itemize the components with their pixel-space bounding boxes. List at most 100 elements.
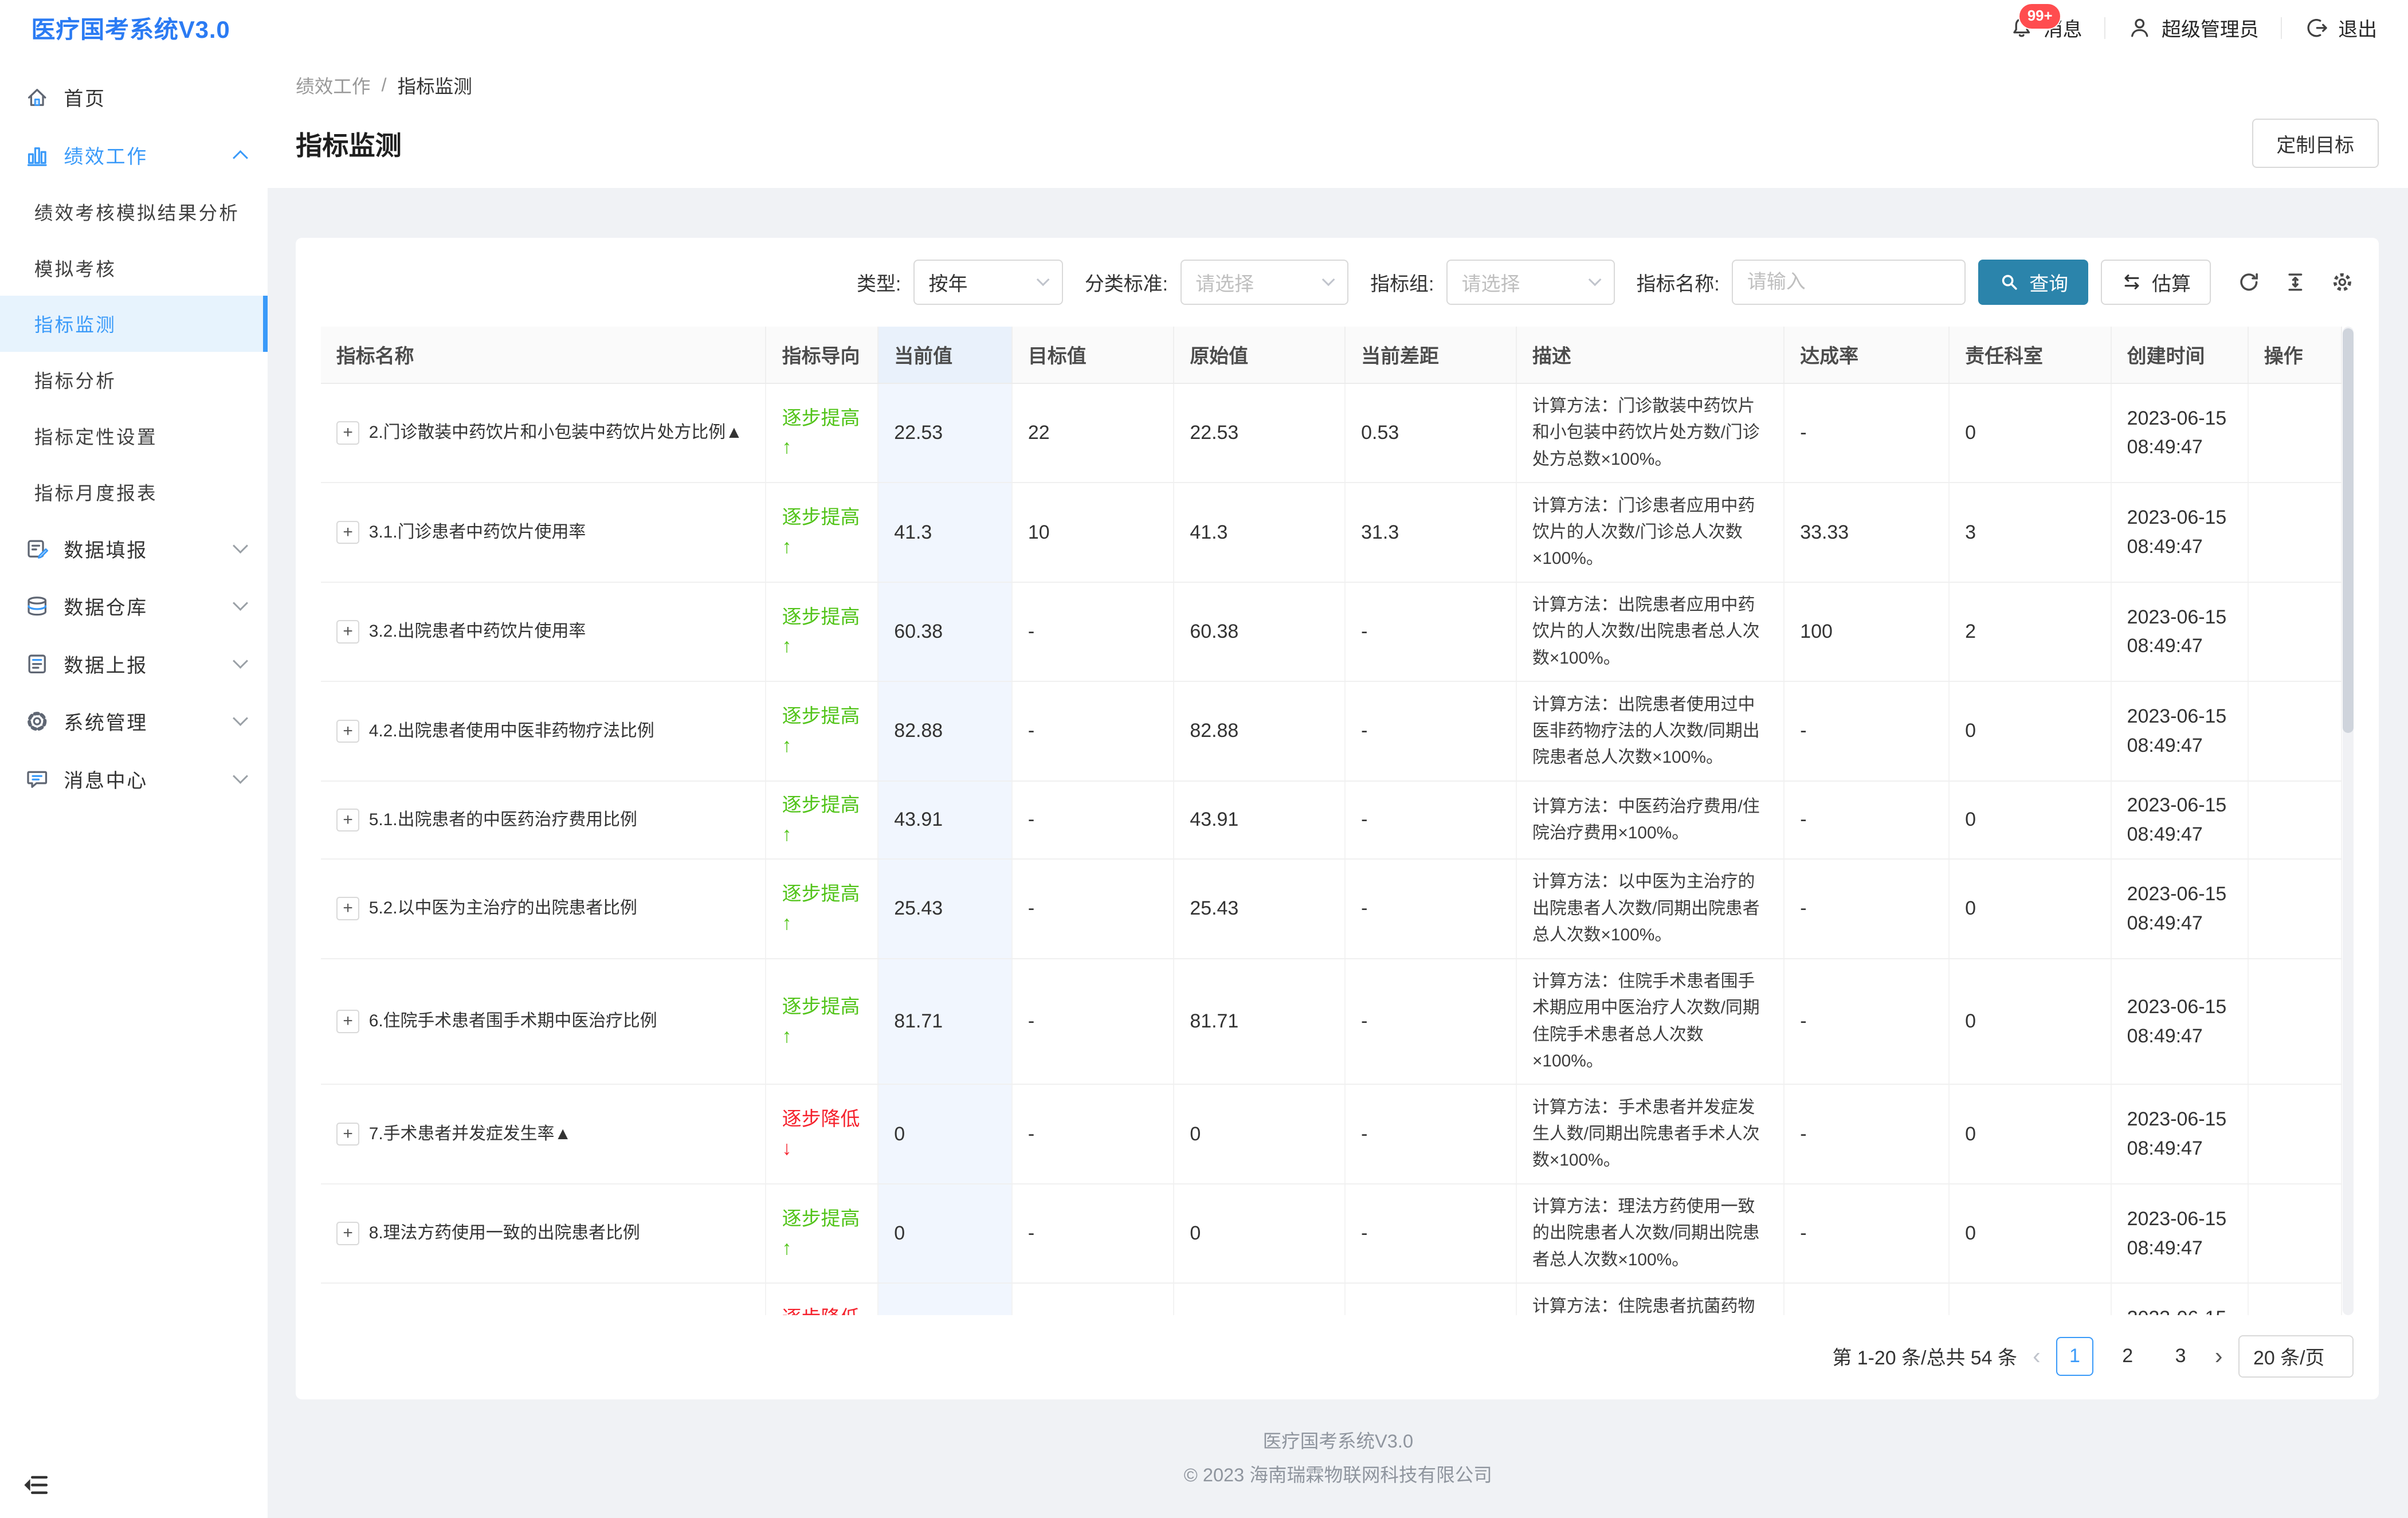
notification-badge: 99+: [2018, 3, 2062, 30]
sidebar-subitem-indicator-analysis[interactable]: 指标分析: [34, 370, 117, 392]
sidebar-subitem-indicator-qualitative-setting[interactable]: 指标定性设置: [34, 426, 158, 448]
column-header-direction: 指标导向: [766, 326, 879, 384]
sidebar-item-data-entry[interactable]: 数据填报: [0, 520, 268, 578]
table-scrollbar-thumb[interactable]: [2343, 328, 2354, 733]
direction-badge: 逐步提高↑: [782, 794, 860, 845]
query-button[interactable]: 查询: [1978, 260, 2089, 305]
cell-desc: 计算方法：理法方药使用一致的出院患者人次数/同期出院患者总人次数×100%。: [1516, 1183, 1785, 1284]
cell-desc: 计算方法：以中医为主治疗的出院患者人次数/同期出院患者总人次数×100%。: [1516, 859, 1785, 959]
cell-gap: -: [1345, 958, 1517, 1085]
expand-row-button[interactable]: +: [336, 520, 360, 544]
cell-desc: 计算方法：出院患者应用中药饮片的人次数/出院患者总人次数×100%。: [1516, 582, 1785, 682]
topbar: 医疗国考系统V3.0 99+ 消息 超级管理员 退: [0, 0, 2408, 56]
cell-rate: -: [1784, 859, 1950, 959]
table-row: +2.门诊散装中药饮片和小包装中药饮片处方比例▲ 逐步提高↑ 22.53 22 22.5…: [320, 383, 2342, 484]
cell-current: 43.91: [878, 780, 1013, 860]
sidebar-item-home[interactable]: 首页: [0, 69, 268, 127]
cell-direction: 逐步提高↑: [766, 958, 879, 1085]
cell-indicator-name: +9.抗菌药物使用强度（DDD）▲: [320, 1283, 767, 1315]
expand-row-button[interactable]: +: [336, 1010, 360, 1033]
swap-arrows-icon: [2121, 271, 2143, 293]
messages-button[interactable]: 99+ 消息: [2009, 3, 2083, 42]
sidebar-subitem-mock-assessment[interactable]: 模拟考核: [34, 258, 117, 280]
page-3-button[interactable]: 3: [2175, 1345, 2186, 1367]
cell-indicator-name: +5.1.出院患者的中医药治疗费用比例: [320, 780, 767, 860]
indicator-group-select[interactable]: 请选择: [1446, 260, 1615, 305]
indicator-group-label: 指标组:: [1370, 273, 1434, 295]
bell-icon: 99+: [2009, 3, 2062, 40]
sidebar-item-system-management[interactable]: 系统管理: [0, 693, 268, 751]
chevron-down-icon: [233, 653, 249, 669]
row-height-icon[interactable]: [2284, 270, 2307, 294]
table-tools: [2237, 270, 2354, 294]
direction-badge: 逐步提高↑: [782, 507, 860, 558]
sidebar-subitem-indicator-monthly-report[interactable]: 指标月度报表: [34, 482, 158, 504]
indicator-name-input[interactable]: [1732, 260, 1966, 305]
cell-target: -: [1011, 958, 1175, 1085]
user-menu[interactable]: 超级管理员: [2127, 14, 2259, 42]
cell-gap: -: [1345, 780, 1517, 860]
menu-fold-icon[interactable]: [22, 1471, 50, 1499]
cell-dept: 0: [1948, 1183, 2112, 1284]
prev-page-button[interactable]: ‹: [2033, 1343, 2041, 1370]
column-header-target: 目标值: [1011, 326, 1175, 384]
sidebar-subitem-indicator-monitoring[interactable]: 指标监测: [0, 296, 268, 352]
sidebar-item-message-center[interactable]: 消息中心: [0, 750, 268, 808]
cell-rate: -: [1784, 1283, 1950, 1315]
cell-indicator-name: +4.2.出院患者使用中医非药物疗法比例: [320, 681, 767, 782]
column-header-dept: 责任科室: [1948, 326, 2112, 384]
page-2-button[interactable]: 2: [2122, 1345, 2134, 1367]
table-row: +6.住院手术患者围手术期中医治疗比例 逐步提高↑ 81.71-81.71- 计算方法…: [320, 958, 2342, 1085]
cell-target: -: [1011, 681, 1175, 782]
refresh-icon[interactable]: [2237, 270, 2261, 294]
table-row: +3.1.门诊患者中药饮片使用率 逐步提高↑ 41.3 10 41.3 31.3 计算方法：…: [320, 483, 2342, 583]
table-scrollbar[interactable]: [2343, 326, 2354, 1315]
cell-rate: -: [1784, 1084, 1950, 1184]
sidebar-item-label: 消息中心: [64, 770, 148, 792]
cell-created: 2023-06-15 08:49:47: [2111, 1183, 2249, 1284]
indicator-name-text: 4.2.出院患者使用中医非药物疗法比例: [368, 721, 654, 740]
page-size-select[interactable]: 20 条/页: [2238, 1335, 2354, 1378]
expand-row-button[interactable]: +: [336, 1222, 360, 1245]
cell-current: 248.21: [878, 1283, 1013, 1315]
cell-desc: 计算方法：手术患者并发症发生人数/同期出院患者手术人次数×100%。: [1516, 1084, 1785, 1184]
cell-created: 2023-06-15 08:49:47: [2111, 1283, 2249, 1315]
expand-row-button[interactable]: +: [336, 719, 360, 743]
settings-gear-icon[interactable]: [2331, 270, 2354, 294]
topbar-divider: [2104, 17, 2106, 39]
breadcrumb-current: 指标监测: [397, 75, 472, 97]
cell-desc: 计算方法：门诊患者应用中药饮片的人次数/门诊总人次数×100%。: [1516, 483, 1785, 583]
indicator-table: 指标名称 指标导向 当前值 目标值 原始值 当前差距 描述 达成率 责任科室 创建时间 操作 +2.…: [320, 326, 2354, 1315]
sidebar-item-data-report[interactable]: 数据上报: [0, 635, 268, 693]
sidebar-item-data-warehouse[interactable]: 数据仓库: [0, 578, 268, 636]
logout-button[interactable]: 退出: [2304, 14, 2377, 42]
sidebar-item-performance-work[interactable]: 绩效工作: [0, 126, 268, 184]
cell-direction: 逐步提高↑: [766, 582, 879, 682]
estimate-button[interactable]: 估算: [2101, 260, 2211, 305]
next-page-button[interactable]: ›: [2214, 1343, 2223, 1370]
cell-dept: 0: [1948, 383, 2112, 484]
cell-dept: 3: [1948, 483, 2112, 583]
sidebar-subitem-performance-sim-analysis[interactable]: 绩效考核模拟结果分析: [34, 202, 240, 223]
cell-original: 81.71: [1174, 958, 1346, 1085]
sidebar-menu: 首页 绩效工作绩效考核模拟结果分析 模拟考核指标监测指标分析指标定性设置 指标月度报表…: [0, 69, 268, 808]
custom-target-button[interactable]: 定制目标: [2252, 119, 2379, 168]
expand-row-button[interactable]: +: [336, 897, 360, 921]
chevron-down-icon: [233, 595, 249, 611]
breadcrumb-performance-work[interactable]: 绩效工作: [296, 75, 371, 97]
category-select[interactable]: 请选择: [1180, 260, 1349, 305]
expand-row-button[interactable]: +: [336, 620, 360, 644]
expand-row-button[interactable]: +: [336, 1122, 360, 1146]
cell-op: [2248, 582, 2342, 682]
expand-row-button[interactable]: +: [336, 421, 360, 445]
table-row: +9.抗菌药物使用强度（DDD）▲逐步降低↓248.21-248.21-计算方法…: [320, 1283, 2342, 1315]
page-1-button[interactable]: 1: [2056, 1336, 2093, 1376]
cell-target: 10: [1011, 483, 1175, 583]
cell-target: -: [1011, 1183, 1175, 1284]
cell-indicator-name: +5.2.以中医为主治疗的出院患者比例: [320, 859, 767, 959]
type-select[interactable]: 按年: [913, 260, 1063, 305]
database-icon: [25, 594, 49, 618]
expand-row-button[interactable]: +: [336, 808, 360, 832]
table-row: +3.2.出院患者中药饮片使用率 逐步提高↑ 60.38-60.38- 计算方法：出院…: [320, 582, 2342, 682]
indicator-name-text: 8.理法方药使用一致的出院患者比例: [368, 1223, 640, 1243]
